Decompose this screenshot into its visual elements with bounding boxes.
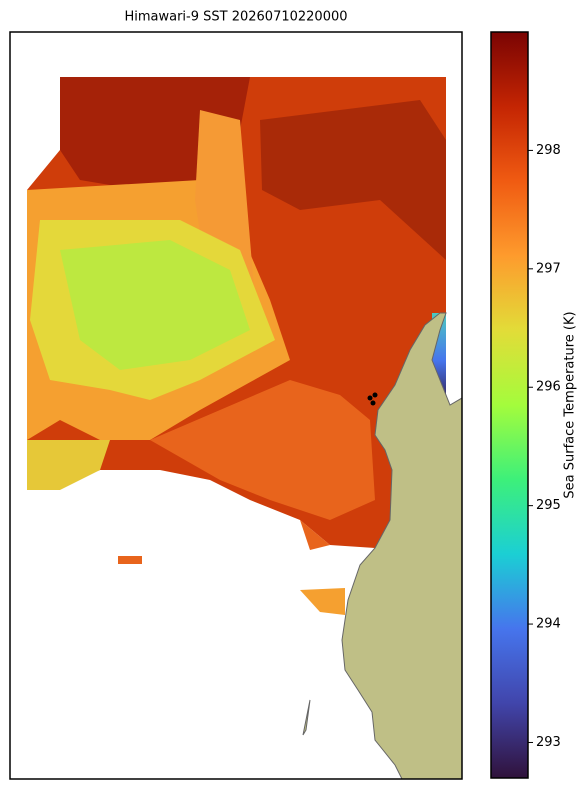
colorbar-body: [490, 31, 529, 779]
colorbar-tick-label: 297: [536, 261, 561, 276]
map-frame: [9, 31, 463, 780]
colorbar-tick-label: 298: [536, 143, 561, 158]
colorbar-tick-label: 295: [536, 498, 561, 513]
colorbar: [490, 31, 529, 779]
colorbar-tick-label: 293: [536, 735, 561, 750]
colorbar-tick-label: 294: [536, 617, 561, 632]
map-title: Himawari-9 SST 20260710220000: [124, 10, 347, 25]
sst-field: [27, 77, 462, 779]
colorbar-tick-label: 296: [536, 380, 561, 395]
colorbar-label: Sea Surface Temperature (K): [563, 311, 578, 498]
